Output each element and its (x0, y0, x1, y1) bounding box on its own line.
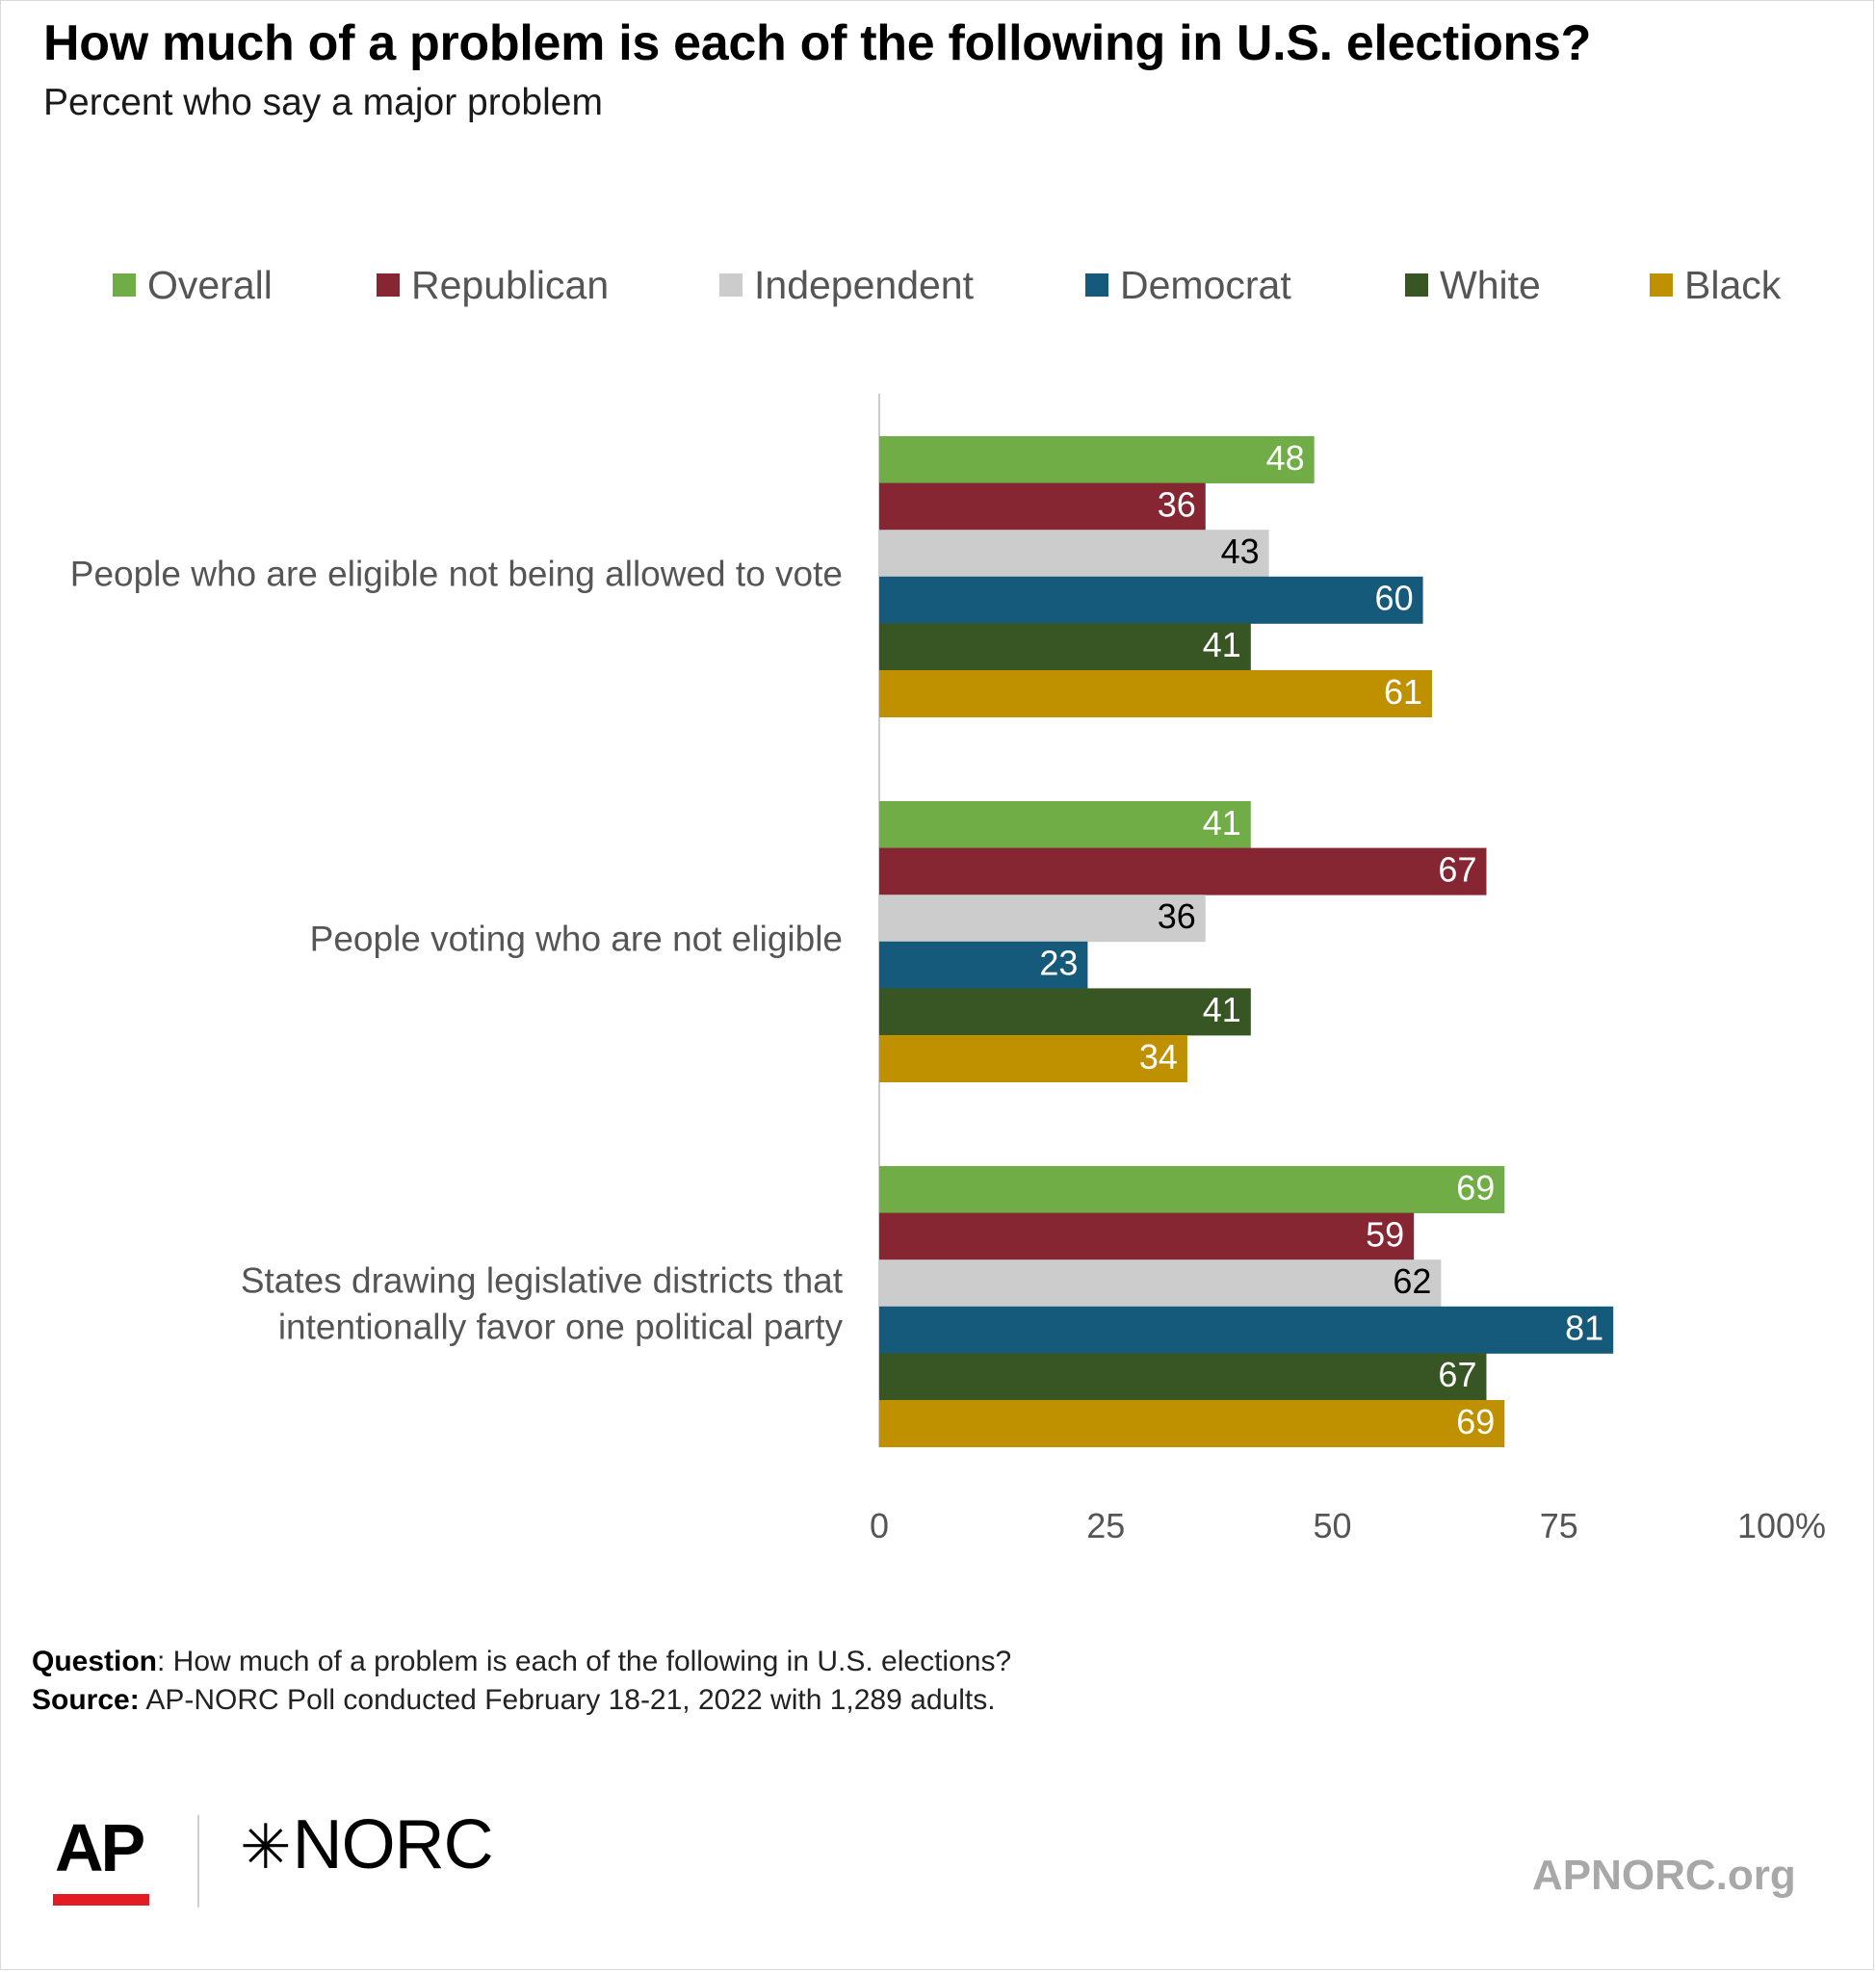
category-label: intentionally favor one political party (278, 1308, 844, 1347)
legend-swatch-overall (113, 273, 136, 297)
legend-item-republican: Republican (377, 251, 609, 319)
bar-value-label: 41 (1203, 625, 1241, 664)
bar-value-label: 62 (1393, 1261, 1431, 1301)
chart-subtitle: Percent who say a major problem (43, 82, 603, 123)
legend-label-overall: Overall (147, 262, 273, 307)
bar-value-label: 23 (1039, 944, 1078, 983)
bar-overall (879, 801, 1251, 848)
chart-title: How much of a problem is each of the fol… (43, 15, 1592, 71)
category-label: People voting who are not eligible (310, 920, 843, 959)
legend-swatch-democrat (1085, 273, 1108, 297)
source-label: Source: (32, 1684, 140, 1716)
bar-value-label: 67 (1438, 849, 1476, 889)
bar-overall (879, 436, 1315, 483)
bar-republican (879, 1212, 1415, 1260)
bar-value-label: 34 (1139, 1037, 1178, 1077)
site-url: APNORC.org (1532, 1852, 1796, 1899)
bar-value-label: 36 (1158, 896, 1196, 936)
bar-republican (879, 847, 1487, 895)
legend-swatch-white (1405, 273, 1428, 297)
question-text: : How much of a problem is each of the f… (157, 1646, 1012, 1677)
star-burst-icon: ✳ (240, 1812, 292, 1881)
x-tick-label: 50 (1313, 1506, 1351, 1545)
x-tick-label: 25 (1086, 1506, 1125, 1545)
bar-overall (879, 1166, 1505, 1213)
legend-label-republican: Republican (411, 262, 610, 307)
legend-swatch-republican (377, 273, 400, 297)
legend-label-black: Black (1684, 262, 1782, 307)
ap-logo-underline (53, 1894, 149, 1906)
bar-value-label: 69 (1456, 1402, 1495, 1441)
bar-white (879, 988, 1251, 1036)
bar-democrat (879, 941, 1088, 989)
x-tick-label: 100% (1737, 1506, 1826, 1545)
bar-black (879, 670, 1433, 717)
bar-value-label: 61 (1384, 672, 1422, 712)
bar-chart: People who are eligible not being allowe… (70, 394, 1826, 1545)
bar-value-label: 48 (1266, 438, 1305, 478)
legend-item-white: White (1405, 251, 1541, 319)
bar-democrat (879, 1306, 1614, 1354)
bar-value-label: 36 (1158, 484, 1196, 524)
legend-label-white: White (1440, 262, 1541, 307)
source-footnote: Source: AP-NORC Poll conducted February … (32, 1684, 996, 1717)
legend-label-democrat: Democrat (1120, 262, 1291, 307)
legend: Overall Republican Independent Democrat Whit… (1, 251, 1875, 319)
logo-divider (197, 1815, 199, 1907)
bar-value-label: 41 (1203, 990, 1241, 1029)
x-tick-label: 0 (870, 1506, 889, 1545)
legend-item-overall: Overall (113, 251, 273, 319)
legend-label-independent: Independent (754, 262, 975, 307)
bar-value-label: 59 (1366, 1214, 1404, 1254)
legend-swatch-black (1650, 273, 1673, 297)
bar-democrat (879, 576, 1423, 624)
legend-item-democrat: Democrat (1085, 251, 1291, 319)
source-text: AP-NORC Poll conducted February 18-21, 2… (139, 1684, 996, 1716)
bar-value-label: 60 (1375, 579, 1414, 618)
legend-item-independent: Independent (719, 251, 974, 319)
legend-item-black: Black (1650, 251, 1781, 319)
bar-black (879, 1035, 1187, 1082)
bar-independent (879, 895, 1206, 943)
bar-independent (879, 1259, 1442, 1308)
bar-value-label: 69 (1456, 1168, 1495, 1207)
x-tick-label: 75 (1540, 1506, 1578, 1545)
bar-value-label: 43 (1221, 532, 1260, 571)
category-label: People who are eligible not being allowe… (70, 555, 843, 594)
bar-white (879, 1353, 1487, 1401)
bar-black (879, 1400, 1505, 1447)
legend-swatch-independent (719, 273, 743, 297)
ap-logo: AP (55, 1810, 145, 1885)
bar-value-label: 41 (1203, 803, 1241, 843)
question-footnote: Question: How much of a problem is each … (32, 1646, 1011, 1678)
norc-logo: ✳NORC (240, 1805, 494, 1884)
bar-value-label: 81 (1565, 1309, 1603, 1348)
bar-independent (879, 530, 1269, 578)
category-label: States drawing legislative districts tha… (241, 1261, 844, 1301)
bar-white (879, 623, 1251, 671)
bar-value-label: 67 (1438, 1355, 1476, 1394)
question-label: Question (32, 1646, 158, 1677)
norc-logo-text: NORC (292, 1806, 494, 1883)
bar-republican (879, 482, 1206, 531)
